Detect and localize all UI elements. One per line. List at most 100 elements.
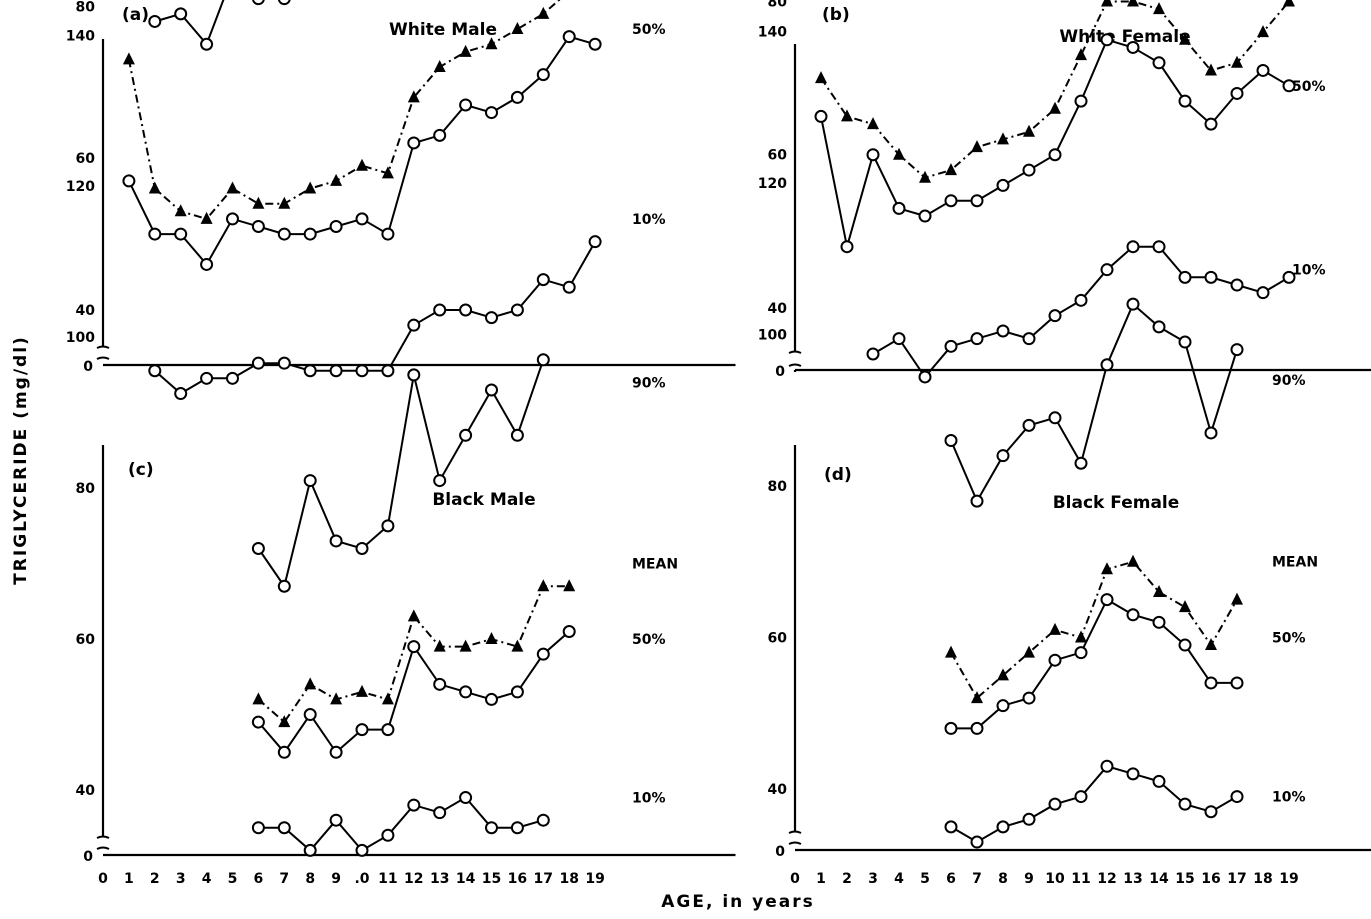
data-point-triangle xyxy=(174,204,187,217)
data-point-circle xyxy=(996,178,1010,192)
data-point-circle xyxy=(1204,676,1218,690)
x-tick-label: 7 xyxy=(279,871,289,887)
y-tick-label: 80 xyxy=(768,479,788,495)
data-point-circle xyxy=(1100,263,1114,277)
data-point-circle xyxy=(970,721,984,735)
panel-title: White Male xyxy=(389,20,497,40)
data-point-triangle xyxy=(1257,25,1269,38)
data-point-circle xyxy=(433,128,447,142)
x-tick-label: 13 xyxy=(430,871,449,887)
axis-break xyxy=(788,350,802,367)
data-point-triangle xyxy=(278,715,291,728)
data-point-circle xyxy=(996,820,1010,834)
data-point-triangle xyxy=(841,109,853,122)
data-point-circle xyxy=(1074,293,1088,307)
data-point-triangle xyxy=(971,691,983,704)
y-tick-label: 0 xyxy=(83,359,93,375)
data-point-circle xyxy=(485,383,498,397)
data-point-circle xyxy=(381,723,395,737)
x-tick-label: 8 xyxy=(305,871,315,887)
axis-break xyxy=(96,345,110,360)
x-tick-label: 0 xyxy=(98,871,108,887)
data-point-circle xyxy=(536,353,550,367)
x-tick-label: 11 xyxy=(378,871,397,887)
data-point-circle xyxy=(510,90,524,104)
data-point-circle xyxy=(277,0,291,6)
data-point-circle xyxy=(433,303,447,317)
data-point-circle xyxy=(277,821,291,835)
data-point-circle xyxy=(226,371,239,385)
series-label: 50% xyxy=(1272,630,1306,646)
data-point-circle xyxy=(1100,33,1114,47)
data-point-circle xyxy=(1152,615,1166,629)
data-point-circle xyxy=(562,625,576,639)
x-tick-label: 8 xyxy=(998,871,1008,887)
y-tick-label: 120 xyxy=(66,179,95,195)
data-point-circle xyxy=(1230,343,1244,357)
data-point-circle xyxy=(251,541,265,555)
data-point-triangle xyxy=(1153,2,1165,15)
data-point-circle xyxy=(277,579,291,593)
data-point-circle xyxy=(1022,418,1036,432)
data-point-circle xyxy=(1048,148,1062,162)
series-label: 50% xyxy=(1292,79,1326,95)
data-point-triangle xyxy=(1231,55,1243,68)
y-tick-label: 80 xyxy=(768,0,788,10)
data-point-triangle xyxy=(1205,63,1217,76)
data-point-circle xyxy=(485,692,498,706)
data-point-circle xyxy=(918,209,932,223)
data-point-circle xyxy=(174,227,188,241)
data-point-circle xyxy=(277,356,291,370)
data-point-triangle xyxy=(1231,592,1243,605)
y-tick-label: 80 xyxy=(76,0,96,15)
data-point-circle xyxy=(944,194,958,208)
data-point-circle xyxy=(1126,767,1140,781)
data-point-circle xyxy=(944,820,958,834)
x-tick-label: 1 xyxy=(124,871,134,887)
data-point-triangle xyxy=(330,173,343,186)
data-point-circle xyxy=(1230,86,1244,100)
data-point-triangle xyxy=(433,60,446,73)
data-point-triangle xyxy=(1101,562,1113,575)
x-tick-label: 5 xyxy=(920,871,930,887)
data-point-circle xyxy=(814,109,828,123)
data-point-triangle xyxy=(459,44,472,57)
data-point-triangle xyxy=(122,52,135,65)
data-point-triangle xyxy=(148,181,161,194)
data-point-triangle xyxy=(971,140,983,153)
data-point-triangle xyxy=(356,684,368,697)
y-tick-label: 140 xyxy=(66,28,95,44)
series-label: 50% xyxy=(632,632,666,648)
data-point-circle xyxy=(485,821,498,835)
data-point-circle xyxy=(1282,270,1296,284)
x-tick-label: 12 xyxy=(404,871,423,887)
panel-title: White Female xyxy=(1059,27,1190,47)
data-point-circle xyxy=(459,791,473,805)
panel-title: Black Female xyxy=(1053,493,1180,513)
data-point-triangle xyxy=(867,117,879,130)
data-point-circle xyxy=(536,647,550,661)
data-point-circle xyxy=(1074,94,1088,108)
data-point-triangle xyxy=(252,196,265,209)
data-point-triangle xyxy=(1049,622,1061,635)
data-point-triangle xyxy=(330,692,343,705)
data-point-circle xyxy=(381,828,395,842)
data-point-circle xyxy=(329,813,343,827)
data-point-triangle xyxy=(433,639,446,652)
series-label: MEAN xyxy=(1314,0,1360,3)
data-point-circle xyxy=(1100,358,1114,372)
data-point-triangle xyxy=(200,211,213,224)
data-point-triangle xyxy=(1179,32,1191,45)
y-tick-label: 40 xyxy=(768,301,788,317)
data-point-triangle xyxy=(1127,554,1139,567)
data-point-circle xyxy=(355,723,369,737)
data-point-circle xyxy=(1178,335,1192,349)
data-point-circle xyxy=(355,364,369,378)
series-label: 90% xyxy=(1272,373,1306,389)
data-point-circle xyxy=(355,541,369,555)
data-point-circle xyxy=(1282,79,1296,93)
data-point-circle xyxy=(174,7,188,21)
x-tick-label: 14 xyxy=(1149,871,1169,887)
